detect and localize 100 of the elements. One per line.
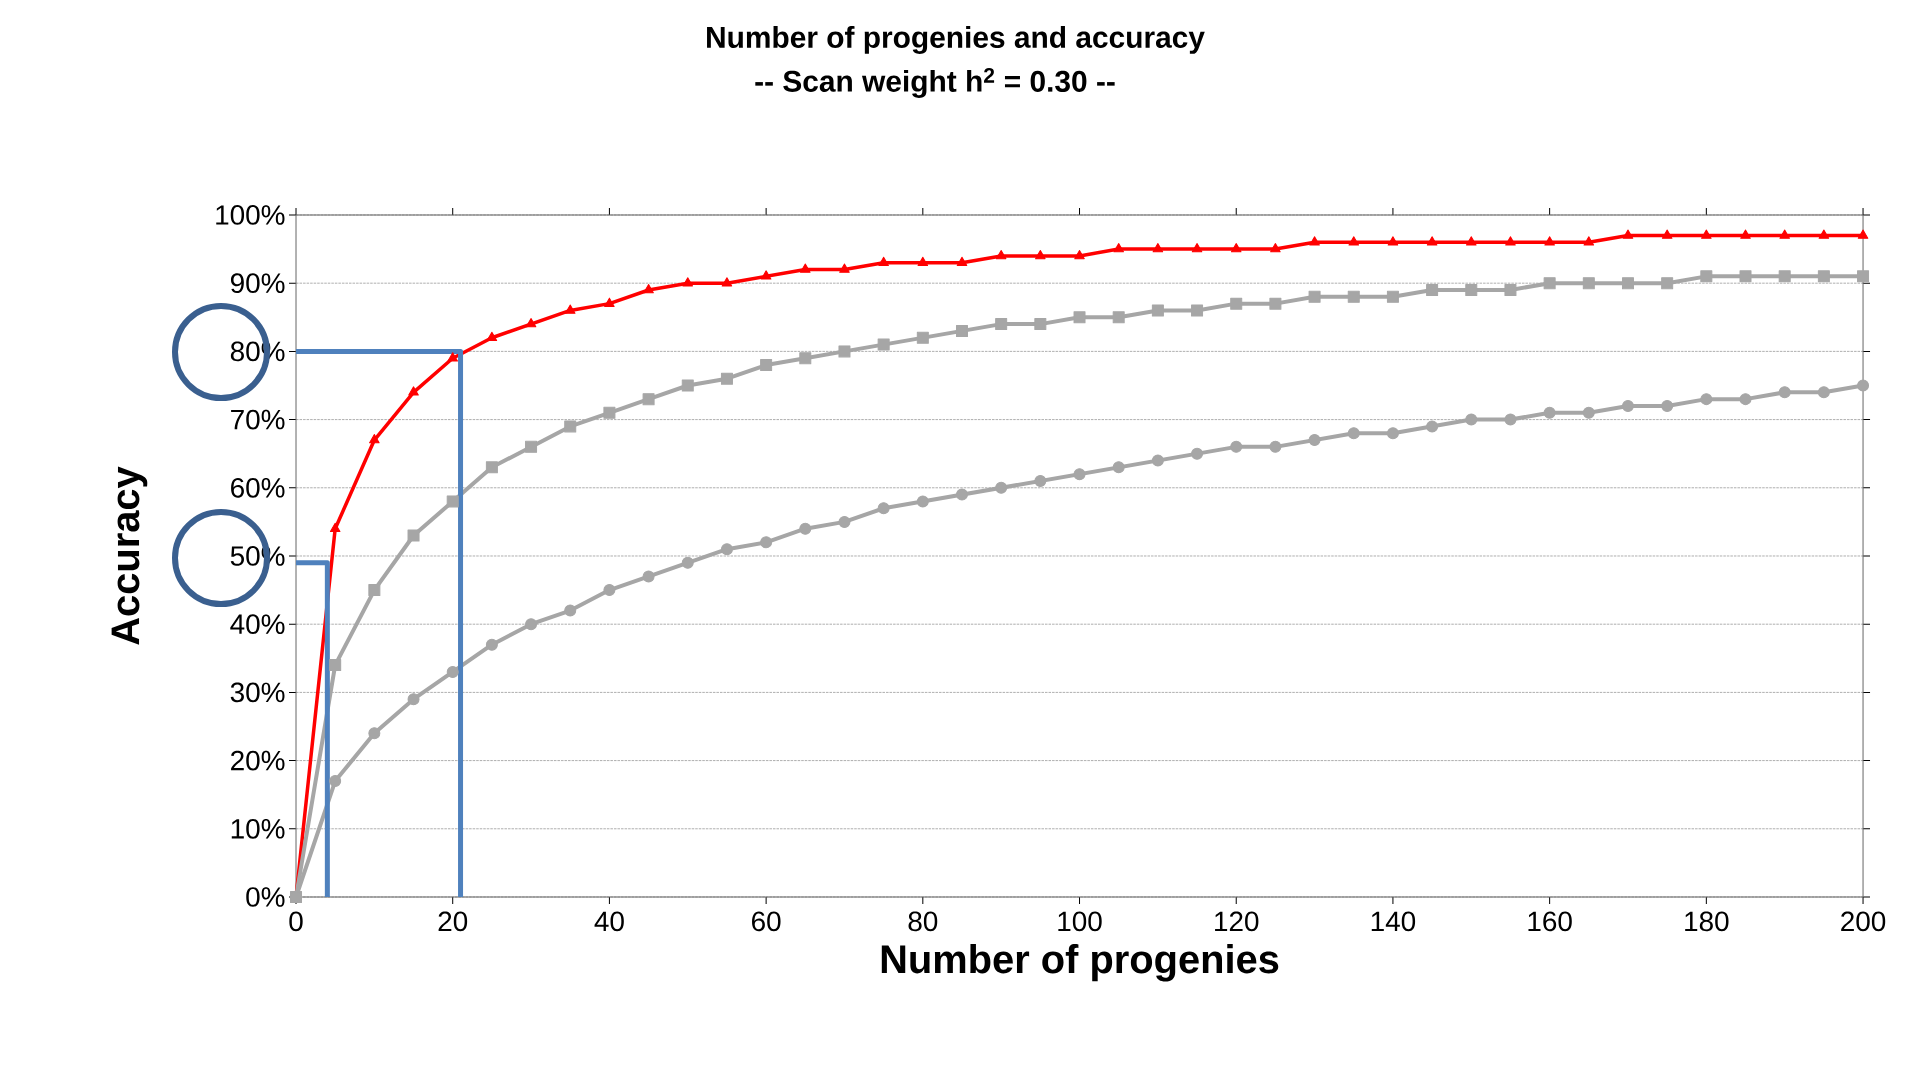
point <box>1583 236 1595 246</box>
point <box>1151 454 1164 467</box>
point <box>1269 297 1282 310</box>
point <box>329 522 341 532</box>
point <box>642 570 655 583</box>
point <box>369 434 380 444</box>
point <box>1308 434 1321 447</box>
point <box>1152 243 1164 253</box>
x-tick-label: 0 <box>289 911 303 932</box>
point <box>1817 386 1830 399</box>
point <box>643 284 654 294</box>
point <box>525 440 538 453</box>
point <box>1504 413 1517 426</box>
point <box>839 263 850 273</box>
point <box>720 372 733 385</box>
point <box>877 338 890 351</box>
point <box>1543 277 1556 290</box>
point <box>1386 427 1399 440</box>
point <box>1857 379 1870 392</box>
point <box>955 488 968 501</box>
point <box>681 379 694 392</box>
point <box>1817 270 1830 283</box>
point <box>564 304 576 314</box>
point <box>956 256 968 266</box>
point <box>1074 249 1085 260</box>
point <box>1034 318 1047 331</box>
point <box>1778 270 1791 283</box>
point <box>1505 236 1516 246</box>
point <box>1740 229 1751 239</box>
point <box>604 297 615 307</box>
point <box>1230 440 1243 453</box>
point <box>1308 290 1321 303</box>
point <box>329 775 342 788</box>
point <box>1387 236 1399 246</box>
x-tick-label: 20 <box>438 911 468 932</box>
point <box>1426 420 1439 433</box>
point <box>1504 284 1517 297</box>
chart-subtitle: -- Scan weight h$^{2}$ = 0.30 -- <box>755 68 1115 98</box>
y-tick-label: 30% <box>230 682 285 703</box>
chart-title: Number of progenies and accuracy <box>707 25 1205 54</box>
point <box>485 638 498 651</box>
point <box>995 318 1008 331</box>
point <box>720 543 733 556</box>
point <box>1191 304 1204 317</box>
point <box>799 352 812 365</box>
y-tick-label: 70% <box>231 409 285 430</box>
point <box>1073 311 1086 324</box>
point <box>329 659 342 672</box>
point <box>1700 393 1713 406</box>
x-tick-label: 100 <box>1058 911 1102 932</box>
point <box>407 693 420 706</box>
point <box>1701 229 1712 239</box>
point <box>1661 229 1673 239</box>
point <box>1073 468 1086 481</box>
point <box>603 406 616 419</box>
point <box>1426 284 1439 297</box>
x-tick-label: 140 <box>1371 911 1416 932</box>
point <box>1386 290 1399 303</box>
y-tick-label: 40% <box>230 614 285 635</box>
point <box>1582 277 1595 290</box>
point <box>1112 311 1125 324</box>
x-tick-label: 180 <box>1685 911 1729 932</box>
point <box>916 331 929 344</box>
point <box>995 249 1007 260</box>
point <box>800 263 811 273</box>
point <box>603 584 616 597</box>
point <box>525 318 537 328</box>
point <box>1466 236 1477 246</box>
point <box>838 515 851 528</box>
point <box>1035 249 1046 260</box>
y-tick-label: 60% <box>231 477 285 498</box>
point <box>1621 399 1634 412</box>
point <box>721 277 733 287</box>
point <box>1544 236 1555 246</box>
point <box>1857 270 1870 283</box>
point <box>1113 243 1124 253</box>
point <box>525 618 538 631</box>
point <box>1465 413 1478 426</box>
y-axis-title: Accuracy <box>111 466 148 645</box>
x-tick-label: 40 <box>594 911 624 932</box>
point <box>1857 229 1869 239</box>
point <box>760 270 772 280</box>
point <box>408 386 419 396</box>
point <box>1818 229 1830 239</box>
point <box>1112 461 1125 474</box>
y-tick-label: 100% <box>216 205 285 225</box>
point <box>1230 297 1243 310</box>
point <box>1661 399 1674 412</box>
x-tick-label: 80 <box>908 911 938 932</box>
y-tick-label: 20% <box>231 750 285 771</box>
point <box>407 529 420 542</box>
x-axis-title: Number of progenies <box>881 944 1279 982</box>
point <box>368 727 381 740</box>
point <box>564 604 577 617</box>
point <box>1191 243 1203 253</box>
point <box>1621 277 1634 290</box>
point <box>917 256 929 266</box>
point <box>485 461 498 474</box>
point <box>1270 243 1281 253</box>
point <box>1191 447 1204 460</box>
